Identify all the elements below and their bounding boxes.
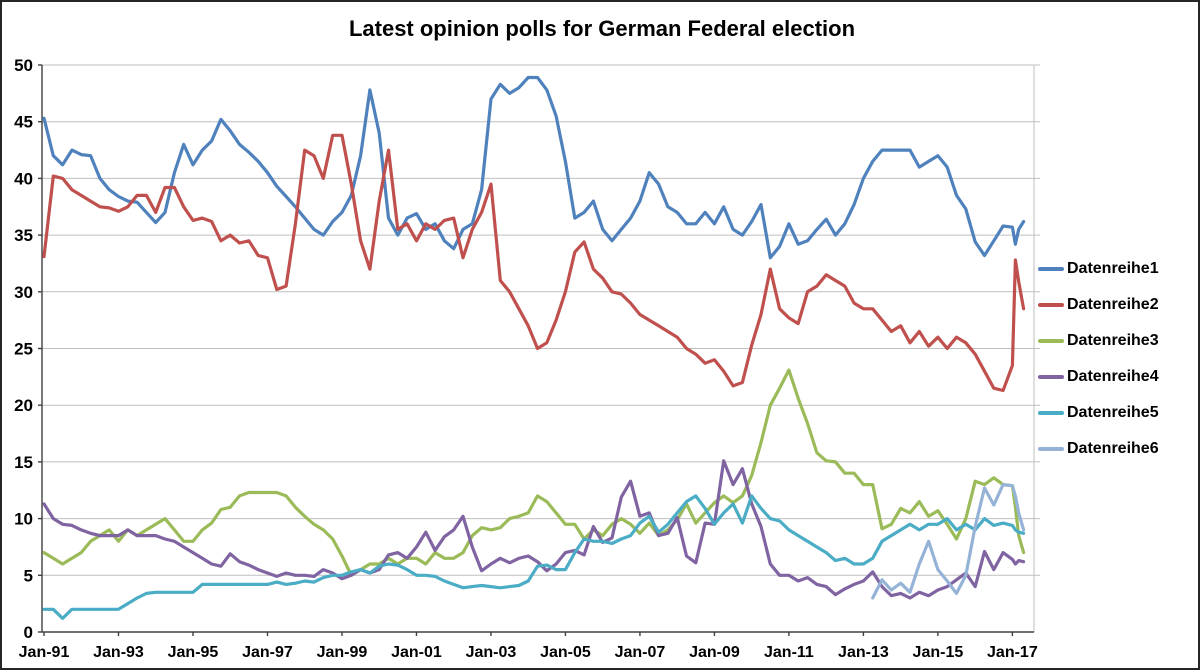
- x-axis-label-Jan-99: Jan-99: [317, 644, 368, 661]
- legend-label-Datenreihe5: Datenreihe5: [1067, 404, 1159, 421]
- x-axis-label-Jan-09: Jan-09: [689, 644, 740, 661]
- legend-item-Datenreihe1: Datenreihe1: [1038, 258, 1159, 280]
- series-line-Datenreihe6: [871, 483, 1026, 600]
- x-axis-label-Jan-11: Jan-11: [764, 644, 814, 661]
- legend-swatch-Datenreihe6: [1038, 447, 1064, 451]
- legend-swatch-Datenreihe2: [1038, 303, 1064, 307]
- legend-item-Datenreihe3: Datenreihe3: [1038, 330, 1159, 352]
- y-axis-label-0: 0: [24, 623, 33, 642]
- legend-swatch-Datenreihe3: [1038, 339, 1064, 343]
- x-axis-label-Jan-15: Jan-15: [913, 644, 964, 661]
- chart-title: Latest opinion polls for German Federal …: [348, 16, 856, 41]
- chart-legend: Datenreihe1 Datenreihe2 Datenreihe3 Datenre…: [1038, 258, 1159, 474]
- x-axis-label-Jan-93: Jan-93: [93, 644, 144, 661]
- legend-label-Datenreihe6: Datenreihe6: [1067, 440, 1159, 457]
- series-line-Datenreihe2: [42, 133, 1026, 393]
- y-axis-label-15: 15: [14, 453, 33, 472]
- legend-label-Datenreihe3: Datenreihe3: [1067, 332, 1159, 349]
- y-axis-label-50: 50: [14, 56, 33, 75]
- legend-item-Datenreihe2: Datenreihe2: [1038, 294, 1159, 316]
- legend-item-Datenreihe4: Datenreihe4: [1038, 366, 1159, 388]
- x-axis-label-Jan-13: Jan-13: [838, 644, 889, 661]
- x-axis-label-Jan-07: Jan-07: [615, 644, 666, 661]
- series-line-Datenreihe3: [42, 368, 1026, 577]
- series-line-Datenreihe5: [42, 494, 1026, 620]
- y-axis-label-25: 25: [14, 340, 33, 359]
- y-axis-label-5: 5: [24, 566, 33, 585]
- y-axis-label-35: 35: [14, 226, 33, 245]
- x-axis-label-Jan-97: Jan-97: [242, 644, 293, 661]
- x-axis-label-Jan-05: Jan-05: [540, 644, 591, 661]
- y-axis-label-40: 40: [14, 169, 33, 188]
- y-axis-label-30: 30: [14, 283, 33, 302]
- y-axis-label-10: 10: [14, 510, 33, 529]
- x-axis-label-Jan-17: Jan-17: [987, 644, 1038, 661]
- series-line-Datenreihe1: [42, 75, 1026, 260]
- legend-item-Datenreihe6: Datenreihe6: [1038, 438, 1159, 460]
- legend-swatch-Datenreihe5: [1038, 411, 1064, 415]
- x-axis-label-Jan-01: Jan-01: [391, 644, 442, 661]
- legend-label-Datenreihe1: Datenreihe1: [1067, 260, 1159, 277]
- legend-label-Datenreihe2: Datenreihe2: [1067, 296, 1159, 313]
- legend-swatch-Datenreihe4: [1038, 375, 1064, 379]
- series-line-Datenreihe4: [42, 459, 1026, 600]
- y-axis-label-45: 45: [14, 113, 33, 132]
- x-axis-label-Jan-03: Jan-03: [466, 644, 517, 661]
- legend-item-Datenreihe5: Datenreihe5: [1038, 402, 1159, 424]
- y-axis-label-20: 20: [14, 396, 33, 415]
- x-axis-label-Jan-95: Jan-95: [168, 644, 219, 661]
- legend-label-Datenreihe4: Datenreihe4: [1067, 368, 1159, 385]
- legend-swatch-Datenreihe1: [1038, 267, 1064, 271]
- x-axis-label-Jan-91: Jan-91: [19, 644, 70, 661]
